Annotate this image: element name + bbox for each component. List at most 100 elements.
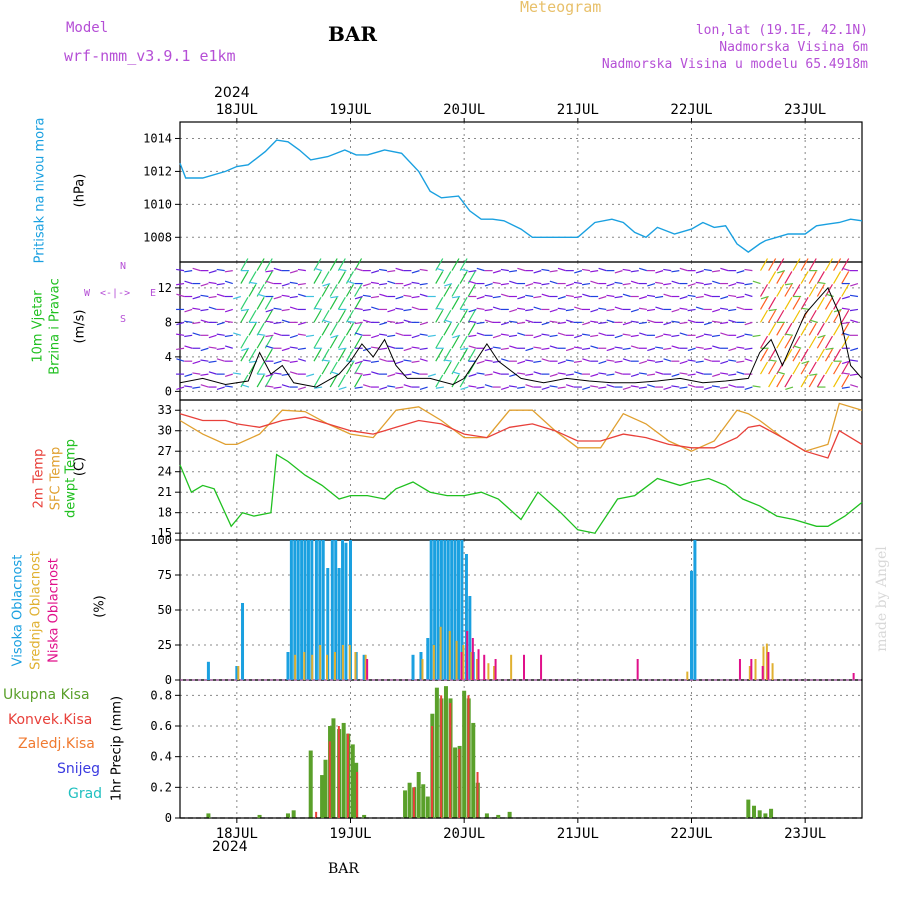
wind-arrow xyxy=(808,374,817,388)
wind-arrow xyxy=(752,334,761,338)
wind-arrow xyxy=(256,335,265,349)
wind-arrow xyxy=(435,348,444,362)
wind-arrow xyxy=(712,345,721,349)
legend-frozen: Zaledj.Kisa xyxy=(18,736,95,752)
wind-arrow xyxy=(533,371,542,375)
wind-arrow xyxy=(354,360,363,365)
precip-total-bar xyxy=(763,813,768,818)
wind-arrow xyxy=(614,346,623,349)
compass-south: S xyxy=(120,314,127,325)
wind-arrow xyxy=(411,281,420,285)
wind-arrow xyxy=(224,345,233,349)
cloud-mid-bar xyxy=(448,631,451,680)
cloud-mid-bar xyxy=(487,663,490,680)
wind-arrow xyxy=(776,322,785,336)
y-tick-label: 12 xyxy=(158,281,172,295)
wind-arrow xyxy=(606,347,615,352)
wind-arrow xyxy=(614,270,623,274)
wind-arrow xyxy=(281,319,290,323)
wind-arrow xyxy=(606,373,615,376)
wind-arrow xyxy=(248,348,257,362)
wind-arrow xyxy=(451,374,460,388)
wind-arrow xyxy=(598,372,607,375)
wind-arrow xyxy=(379,293,388,298)
precip-conv-bar xyxy=(458,749,461,818)
dewpoint-line xyxy=(179,453,863,534)
wind-arrow xyxy=(792,297,801,310)
wind-arrow xyxy=(720,386,729,389)
wind-arrow xyxy=(808,322,817,336)
wind-arrow xyxy=(216,293,225,298)
wind-arrow xyxy=(647,384,656,388)
wind-arrow xyxy=(824,297,833,310)
precip-total-bar xyxy=(308,750,313,818)
wind-arrow xyxy=(452,371,461,375)
cloud-high-bar xyxy=(349,540,352,680)
precip-conv-bar xyxy=(449,703,452,818)
wind-arrow xyxy=(711,320,721,323)
wind-arrow xyxy=(736,270,745,274)
wind-arrow xyxy=(321,322,330,336)
wind-arrow xyxy=(679,307,688,311)
wind-arrow xyxy=(759,297,769,310)
wind-arrow xyxy=(387,385,396,388)
wind-arrow xyxy=(256,361,265,375)
wind-arrow xyxy=(273,372,282,375)
footer-station: BAR xyxy=(328,861,359,877)
y-tick-label: 24 xyxy=(158,465,172,479)
wind-arrow xyxy=(760,295,769,300)
wind-arrow xyxy=(728,384,737,388)
precip-total-bar xyxy=(434,687,439,818)
wind-arrow xyxy=(833,361,842,375)
wind-arrow xyxy=(695,334,704,339)
wind-arrow xyxy=(460,386,469,390)
cloud-low-bar xyxy=(460,652,463,680)
wind-arrow xyxy=(517,360,526,365)
wind-arrow xyxy=(281,347,290,352)
wind-arrow xyxy=(273,295,282,300)
wind-arrow xyxy=(200,282,209,287)
wind-arrow xyxy=(663,347,672,351)
wind-arrow xyxy=(833,258,842,271)
wind-arrow xyxy=(273,332,282,336)
wind-arrow xyxy=(833,309,842,323)
cloud-low-bar xyxy=(494,659,497,680)
wind-arrow xyxy=(841,307,850,311)
wind-arrow xyxy=(849,373,859,376)
wind-arrow xyxy=(816,348,825,362)
wind-arrow xyxy=(371,270,380,274)
day-label-bottom: 23JUL xyxy=(784,826,826,842)
wind-arrow xyxy=(736,295,745,299)
wind-arrow xyxy=(517,267,526,272)
wind-arrow xyxy=(573,360,582,363)
wind-arrow xyxy=(711,385,721,388)
y-tick-label: 1012 xyxy=(143,164,172,178)
wind-arrow xyxy=(744,386,753,390)
wind-arrow xyxy=(321,284,330,297)
wind-arrow xyxy=(777,270,786,274)
wind-arrow xyxy=(329,335,338,349)
wind-arrow xyxy=(337,297,346,310)
wind-arrow xyxy=(314,267,323,272)
wind-arrow xyxy=(663,358,672,362)
wind-arrow xyxy=(679,321,688,325)
wind-arrow xyxy=(467,284,476,297)
wind-arrow xyxy=(816,374,825,388)
cloud-high-bar xyxy=(337,568,341,680)
y-tick-label: 75 xyxy=(158,568,172,582)
wind-arrow xyxy=(419,282,428,286)
wind-arrow xyxy=(321,361,330,375)
day-label-bottom: 21JUL xyxy=(557,826,599,842)
wind-arrow xyxy=(468,270,477,273)
wind-arrow xyxy=(216,321,225,326)
wind-arrow xyxy=(208,295,217,299)
wind-arrow xyxy=(703,282,712,286)
wind-arrow xyxy=(435,271,444,284)
wind-arrow xyxy=(337,309,346,323)
wind-arrow xyxy=(419,347,428,351)
wind-arrow xyxy=(200,347,209,352)
wind-arrow xyxy=(816,271,825,284)
wind-arrow xyxy=(768,309,777,323)
wind-arrow xyxy=(467,322,476,336)
station-title: BAR xyxy=(328,22,378,46)
